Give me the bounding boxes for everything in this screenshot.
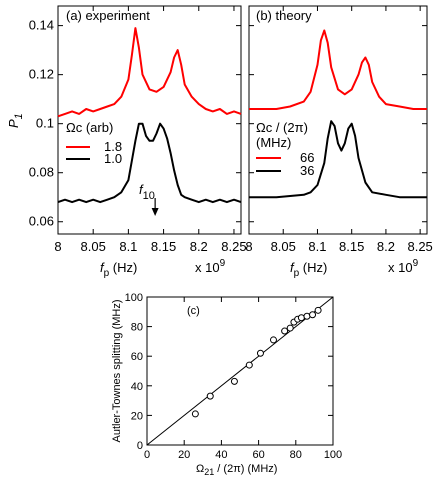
y-axis-title-a: P1 <box>6 113 25 128</box>
data-point <box>281 327 289 335</box>
x-axis-title-unit-c: / (2π) (MHz) <box>214 463 277 475</box>
series-line-36 <box>249 120 427 199</box>
y-tick-label: 0.12 <box>29 67 54 82</box>
x-tick-label: 8.2 <box>190 239 208 254</box>
y-tick-label: 60 <box>131 351 143 363</box>
x-tick-label: 8 <box>245 239 252 254</box>
grid-ticks-b: 8 8.05 8.1 8.15 8.2 8.25 <box>245 6 433 254</box>
annotation-sub: 10 <box>143 190 155 202</box>
series-line-1.0 <box>57 122 242 204</box>
chart-panel-b: 8 8.05 8.1 8.15 8.2 8.25 (b) theory fp (Hz) x… <box>245 5 433 279</box>
x-tick-label: 8.1 <box>119 239 137 254</box>
x-axis-title-main-b: f <box>290 260 295 275</box>
x-tick-label: 20 <box>178 449 190 461</box>
panel-label-c: (c) <box>187 305 200 317</box>
chart-panel-c: 0 20 40 60 80 100 0 20 40 60 80 100 (c) Autler-Town… <box>111 292 342 477</box>
x-tick-label: 8.15 <box>151 239 176 254</box>
x-tick-label: 8 <box>54 239 61 254</box>
panel-label-b: (b) theory <box>256 8 312 23</box>
x-axis-title-unit-a: (Hz) <box>109 260 137 275</box>
x-tick-label: 8.05 <box>81 239 106 254</box>
data-point <box>256 349 264 357</box>
legend-unit-b: (MHz) <box>256 135 291 150</box>
legend-label-a-1: 1.8 <box>104 139 122 154</box>
annotation-main: f <box>139 182 144 197</box>
data-point <box>191 410 199 418</box>
data-point <box>206 392 214 400</box>
y-tick-label: 0 <box>137 440 143 452</box>
legend-label-b-1: 66 <box>300 150 314 165</box>
x-axis-title-sub-b: p <box>294 268 300 279</box>
series-group-b <box>249 29 427 199</box>
x-axis-title-sub-a: p <box>104 268 110 279</box>
x-tick-label: 40 <box>215 449 227 461</box>
x-axis-title-main-a: f <box>100 260 105 275</box>
series-line-1.8 <box>57 27 242 118</box>
x-axis-title-unit-b: (Hz) <box>299 260 327 275</box>
data-point <box>297 314 305 322</box>
x-axis-title-main-c: Ω <box>196 463 204 475</box>
data-point <box>245 361 253 369</box>
x-tick-label: 8.15 <box>339 239 364 254</box>
data-point <box>309 311 317 319</box>
grid-ticks-a: 8 8.05 8.1 8.15 8.2 8.25 0.06 0.08 0.1 0.12 0.14 <box>29 6 247 254</box>
legend-title-a: Ωc (arb) <box>66 120 113 135</box>
x-tick-label: 8.25 <box>407 239 432 254</box>
series-group-c <box>146 296 334 446</box>
y-tick-label: 40 <box>131 381 143 393</box>
data-point <box>230 377 238 385</box>
data-point <box>286 324 294 332</box>
y-axis-title-c: Autler-Townes splitting (MHz) <box>111 299 123 442</box>
x-axis-title-a: fp (Hz) <box>100 260 137 279</box>
series-line-66 <box>249 29 427 110</box>
y-tick-label: 20 <box>131 410 143 422</box>
data-point <box>303 312 311 320</box>
x-multiplier-base-b: x 10 <box>388 260 413 275</box>
y-tick-label: 0.06 <box>29 214 54 229</box>
x-tick-label: 0 <box>144 449 150 461</box>
x-tick-label: 8.2 <box>377 239 395 254</box>
x-tick-label: 8.1 <box>308 239 326 254</box>
x-tick-label: 60 <box>252 449 264 461</box>
x-axis-title-sub-c: 21 <box>204 467 214 477</box>
x-tick-label: 8.05 <box>271 239 296 254</box>
chart-panel-a: 8 8.05 8.1 8.15 8.2 8.25 0.06 0.08 0.1 0.12 0.14 (… <box>6 5 247 279</box>
y-tick-label: 0.14 <box>29 18 54 33</box>
y-axis-title-sub: 1 <box>13 113 25 119</box>
legend-label-a-2: 1.0 <box>104 151 122 166</box>
x-multiplier-exp-b: 9 <box>413 258 419 269</box>
x-tick-label: 100 <box>324 449 342 461</box>
data-point <box>269 336 277 344</box>
y-tick-label: 0.08 <box>29 165 54 180</box>
panel-label-a: (a) experiment <box>66 8 150 23</box>
plot-frame-c <box>146 296 334 446</box>
annotation-arrow <box>151 198 159 216</box>
plot-frame-b <box>248 5 428 235</box>
legend-title-b: Ωc / (2π) <box>256 120 308 135</box>
x-multiplier-a: x 109 <box>195 258 226 275</box>
x-multiplier-base-a: x 10 <box>195 260 220 275</box>
grid-ticks-c: 0 20 40 60 80 100 0 20 40 60 80 100 <box>125 292 343 461</box>
fit-line <box>146 296 334 446</box>
x-axis-title-b: fp (Hz) <box>290 260 327 279</box>
x-multiplier-b: x 109 <box>388 258 419 275</box>
legend-label-b-2: 36 <box>300 163 314 178</box>
x-tick-label: 8.25 <box>221 239 246 254</box>
data-point <box>314 306 322 314</box>
annotation-f10: f10 <box>139 182 155 202</box>
y-tick-label: 0.1 <box>36 116 54 131</box>
plot-frame-a <box>57 5 242 235</box>
x-multiplier-exp-a: 9 <box>220 258 226 269</box>
y-tick-label: 80 <box>131 322 143 334</box>
series-group-a <box>57 27 242 204</box>
y-axis-title-main: P <box>6 119 21 128</box>
arrow-head <box>151 208 159 216</box>
x-tick-label: 80 <box>290 449 302 461</box>
y-tick-label: 100 <box>125 292 143 304</box>
x-axis-title-c: Ω21 / (2π) (MHz) <box>196 463 277 477</box>
